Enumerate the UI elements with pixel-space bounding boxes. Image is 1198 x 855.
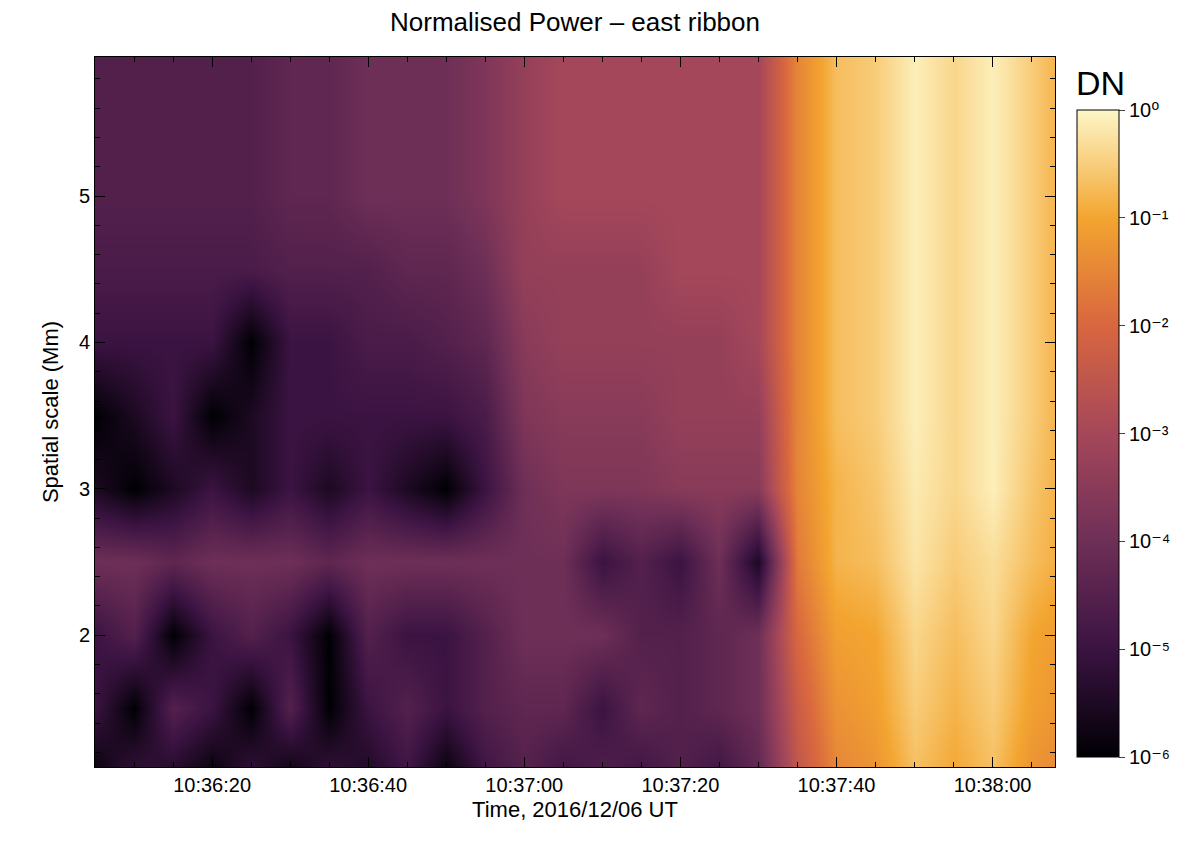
svg-text:Time, 2016/12/06 UT: Time, 2016/12/06 UT (472, 797, 678, 822)
svg-text:10:37:00: 10:37:00 (485, 774, 563, 796)
svg-text:10:38:00: 10:38:00 (954, 774, 1032, 796)
svg-text:10⁻⁵: 10⁻⁵ (1129, 638, 1170, 660)
svg-text:Spatial scale (Mm): Spatial scale (Mm) (38, 321, 63, 503)
svg-text:10⁻⁶: 10⁻⁶ (1129, 746, 1170, 768)
svg-text:10:36:20: 10:36:20 (173, 774, 251, 796)
svg-text:10⁻²: 10⁻² (1129, 315, 1169, 337)
svg-text:10:37:20: 10:37:20 (641, 774, 719, 796)
svg-text:10⁻¹: 10⁻¹ (1129, 207, 1169, 229)
svg-text:DN: DN (1076, 64, 1125, 102)
svg-text:Normalised Power – east ribbon: Normalised Power – east ribbon (390, 7, 760, 37)
svg-text:4: 4 (79, 331, 90, 353)
svg-text:10⁻³: 10⁻³ (1129, 423, 1169, 445)
svg-text:10⁻⁴: 10⁻⁴ (1129, 530, 1170, 552)
svg-text:5: 5 (79, 185, 90, 207)
svg-text:10⁰: 10⁰ (1129, 99, 1159, 121)
svg-text:10:37:40: 10:37:40 (798, 774, 876, 796)
svg-text:10:36:40: 10:36:40 (329, 774, 407, 796)
svg-text:3: 3 (79, 478, 90, 500)
svg-text:2: 2 (79, 624, 90, 646)
